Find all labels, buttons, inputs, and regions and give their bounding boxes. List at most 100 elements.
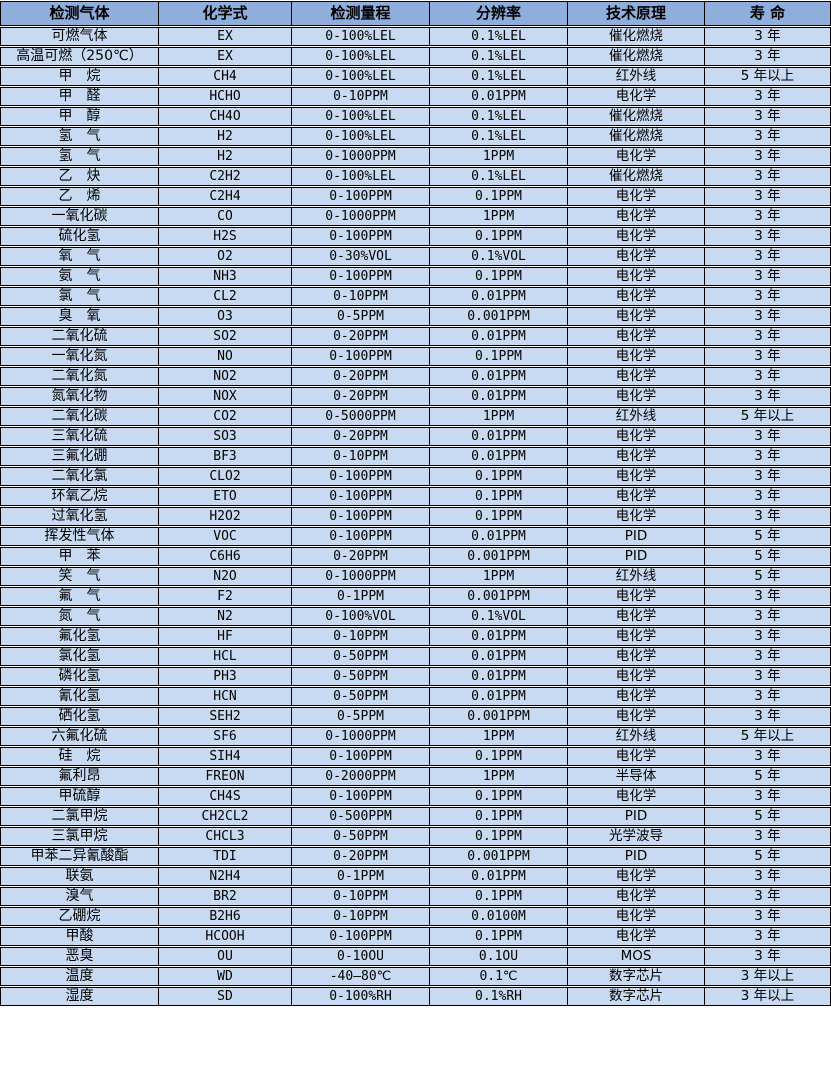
cell-technology: 电化学 (568, 427, 705, 446)
cell-detection-range: 0-50PPM (292, 667, 430, 686)
cell-gas-name: 挥发性气体 (0, 527, 159, 546)
cell-detection-range: 0-100%LEL (292, 27, 430, 46)
cell-detection-range: 0-1000PPM (292, 207, 430, 226)
cell-resolution: 0.01PPM (430, 867, 568, 886)
cell-resolution: 0.01PPM (430, 287, 568, 306)
table-row: 甲 烷 CH4 0-100%LEL 0.1%LEL 红外线 5 年以上 (0, 67, 831, 86)
cell-gas-name: 二氧化氯 (0, 467, 159, 486)
cell-detection-range: 0-5PPM (292, 707, 430, 726)
cell-gas-name: 氰化氢 (0, 687, 159, 706)
cell-technology: PID (568, 547, 705, 566)
cell-lifespan: 3 年 (705, 287, 831, 306)
cell-technology: 电化学 (568, 267, 705, 286)
table-body: 可燃气体 EX 0-100%LEL 0.1%LEL 催化燃烧 3 年高温可燃（250℃） E… (0, 27, 831, 1006)
column-header-gas-name: 检测气体 (0, 1, 159, 26)
table-row: 硅 烷 SIH4 0-100PPM 0.1PPM 电化学 3 年 (0, 747, 831, 766)
cell-resolution: 0.001PPM (430, 547, 568, 566)
cell-chemical-formula: NO (159, 347, 292, 366)
cell-resolution: 0.1%LEL (430, 27, 568, 46)
table-row: 氯化氢 HCL 0-50PPM 0.01PPM 电化学 3 年 (0, 647, 831, 666)
cell-detection-range: 0-2000PPM (292, 767, 430, 786)
cell-resolution: 0.1%VOL (430, 607, 568, 626)
cell-chemical-formula: CL2 (159, 287, 292, 306)
cell-detection-range: 0-100PPM (292, 267, 430, 286)
cell-chemical-formula: HCOOH (159, 927, 292, 946)
cell-detection-range: 0-100%VOL (292, 607, 430, 626)
cell-lifespan: 3 年 (705, 307, 831, 326)
cell-technology: 电化学 (568, 187, 705, 206)
cell-technology: 电化学 (568, 867, 705, 886)
cell-detection-range: 0-1000PPM (292, 727, 430, 746)
cell-detection-range: 0-100PPM (292, 927, 430, 946)
table-row: 环氧乙烷 ETO 0-100PPM 0.1PPM 电化学 3 年 (0, 487, 831, 506)
cell-lifespan: 3 年 (705, 147, 831, 166)
column-header-technology: 技术原理 (568, 1, 705, 26)
cell-chemical-formula: C2H2 (159, 167, 292, 186)
cell-detection-range: 0-5000PPM (292, 407, 430, 426)
cell-chemical-formula: HCL (159, 647, 292, 666)
table-row: 氧 气 O2 0-30%VOL 0.1%VOL 电化学 3 年 (0, 247, 831, 266)
cell-gas-name: 甲苯二异氰酸酯 (0, 847, 159, 866)
cell-technology: MOS (568, 947, 705, 966)
cell-gas-name: 三氯甲烷 (0, 827, 159, 846)
cell-detection-range: 0-20PPM (292, 847, 430, 866)
cell-gas-name: 氯化氢 (0, 647, 159, 666)
cell-resolution: 1PPM (430, 727, 568, 746)
cell-lifespan: 3 年 (705, 87, 831, 106)
cell-resolution: 0.01PPM (430, 387, 568, 406)
cell-technology: 电化学 (568, 307, 705, 326)
cell-gas-name: 硒化氢 (0, 707, 159, 726)
table-row: 乙 烯 C2H4 0-100PPM 0.1PPM 电化学 3 年 (0, 187, 831, 206)
cell-detection-range: 0-100PPM (292, 467, 430, 486)
cell-chemical-formula: TDI (159, 847, 292, 866)
cell-technology: 催化燃烧 (568, 27, 705, 46)
cell-lifespan: 5 年 (705, 767, 831, 786)
cell-technology: 电化学 (568, 607, 705, 626)
table-row: 乙 炔 C2H2 0-100%LEL 0.1%LEL 催化燃烧 3 年 (0, 167, 831, 186)
cell-resolution: 0.1PPM (430, 267, 568, 286)
cell-gas-name: 氮 气 (0, 607, 159, 626)
cell-resolution: 0.01PPM (430, 687, 568, 706)
table-row: 氟利昂 FREON 0-2000PPM 1PPM 半导体 5 年 (0, 767, 831, 786)
cell-lifespan: 3 年 (705, 607, 831, 626)
table-row: 甲 醇 CH4O 0-100%LEL 0.1%LEL 催化燃烧 3 年 (0, 107, 831, 126)
cell-lifespan: 3 年 (705, 107, 831, 126)
table-row: 硫化氢 H2S 0-100PPM 0.1PPM 电化学 3 年 (0, 227, 831, 246)
cell-resolution: 0.1PPM (430, 927, 568, 946)
cell-chemical-formula: VOC (159, 527, 292, 546)
cell-chemical-formula: EX (159, 27, 292, 46)
cell-detection-range: 0-20PPM (292, 547, 430, 566)
cell-detection-range: 0-10PPM (292, 887, 430, 906)
cell-lifespan: 5 年以上 (705, 67, 831, 86)
table-row: 湿度 SD 0-100%RH 0.1%RH 数字芯片 3 年以上 (0, 987, 831, 1006)
cell-technology: PID (568, 807, 705, 826)
cell-resolution: 0.1PPM (430, 787, 568, 806)
cell-chemical-formula: CH2CL2 (159, 807, 292, 826)
cell-technology: 电化学 (568, 507, 705, 526)
cell-gas-name: 甲 醛 (0, 87, 159, 106)
cell-lifespan: 5 年 (705, 807, 831, 826)
cell-technology: 电化学 (568, 627, 705, 646)
cell-gas-name: 乙硼烷 (0, 907, 159, 926)
cell-lifespan: 3 年 (705, 907, 831, 926)
cell-lifespan: 3 年 (705, 347, 831, 366)
cell-chemical-formula: CO2 (159, 407, 292, 426)
cell-technology: 电化学 (568, 667, 705, 686)
cell-chemical-formula: WD (159, 967, 292, 986)
table-row: 恶臭 OU 0-10OU 0.1OU MOS 3 年 (0, 947, 831, 966)
cell-lifespan: 3 年以上 (705, 987, 831, 1006)
cell-technology: 电化学 (568, 707, 705, 726)
cell-gas-name: 硫化氢 (0, 227, 159, 246)
cell-chemical-formula: NH3 (159, 267, 292, 286)
cell-chemical-formula: HCHO (159, 87, 292, 106)
cell-lifespan: 3 年 (705, 647, 831, 666)
cell-gas-name: 氢 气 (0, 127, 159, 146)
cell-detection-range: 0-100PPM (292, 487, 430, 506)
cell-resolution: 1PPM (430, 567, 568, 586)
table-row: 氟 气 F2 0-1PPM 0.001PPM 电化学 3 年 (0, 587, 831, 606)
cell-lifespan: 3 年 (705, 167, 831, 186)
cell-technology: 电化学 (568, 247, 705, 266)
cell-detection-range: 0-100PPM (292, 747, 430, 766)
cell-technology: 红外线 (568, 67, 705, 86)
cell-technology: 电化学 (568, 227, 705, 246)
